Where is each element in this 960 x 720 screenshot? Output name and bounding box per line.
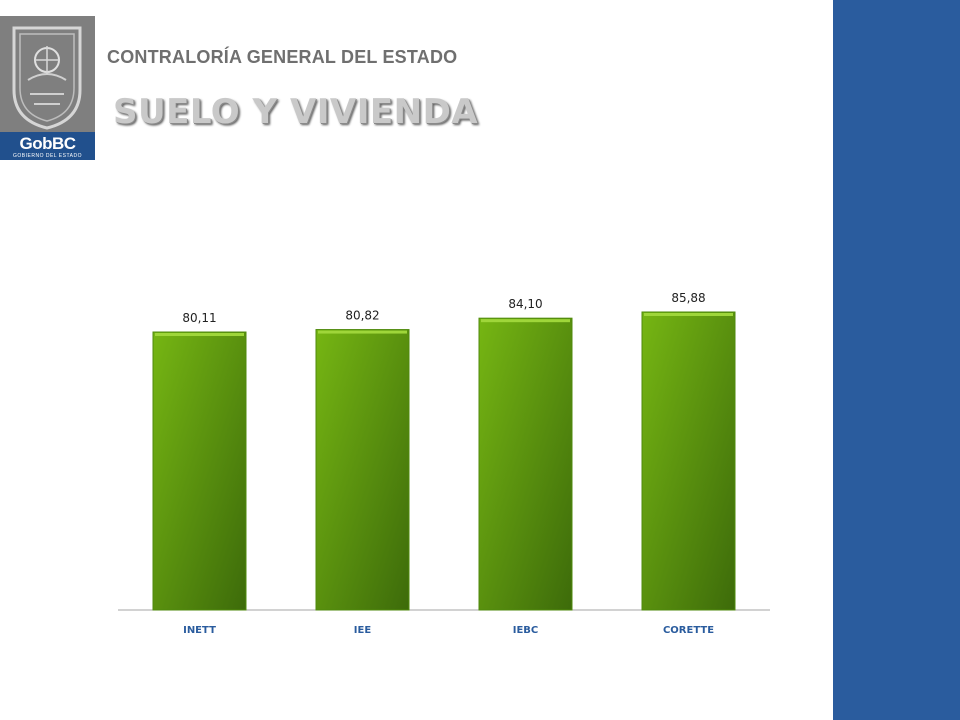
bar-iebc bbox=[478, 317, 573, 611]
logo-brand-text: GobBC bbox=[19, 134, 76, 153]
bar-inett bbox=[152, 331, 247, 611]
data-label: 84,10 bbox=[508, 297, 542, 311]
logo-brand-bar: GobBC GOBIERNO DEL ESTADO bbox=[0, 132, 95, 160]
org-title: CONTRALORÍA GENERAL DEL ESTADO bbox=[107, 47, 458, 67]
bar-chart: 80,11 INETT 80,82 IEE 84,10 IEBC 85,88 CORETTE bbox=[118, 291, 770, 636]
category-label: INETT bbox=[183, 625, 216, 636]
bar-highlight bbox=[481, 319, 570, 323]
category-label: IEBC bbox=[513, 625, 539, 636]
state-crest-icon bbox=[12, 26, 82, 130]
page-title: SUELO Y VIVIENDA bbox=[113, 92, 479, 132]
bar-corette bbox=[641, 311, 736, 611]
bar-highlight bbox=[644, 312, 733, 316]
side-panel bbox=[833, 0, 960, 720]
bar-highlight bbox=[318, 330, 407, 334]
category-label: IEE bbox=[354, 625, 372, 636]
category-label: CORETTE bbox=[663, 625, 714, 636]
bar-iee bbox=[315, 329, 410, 611]
data-label: 80,11 bbox=[182, 311, 216, 325]
logo-subtitle: GOBIERNO DEL ESTADO bbox=[13, 153, 82, 159]
gobbc-logo: GobBC GOBIERNO DEL ESTADO bbox=[0, 16, 95, 160]
data-label: 85,88 bbox=[671, 291, 705, 305]
bar-highlight bbox=[155, 333, 244, 337]
data-label: 80,82 bbox=[345, 309, 379, 323]
